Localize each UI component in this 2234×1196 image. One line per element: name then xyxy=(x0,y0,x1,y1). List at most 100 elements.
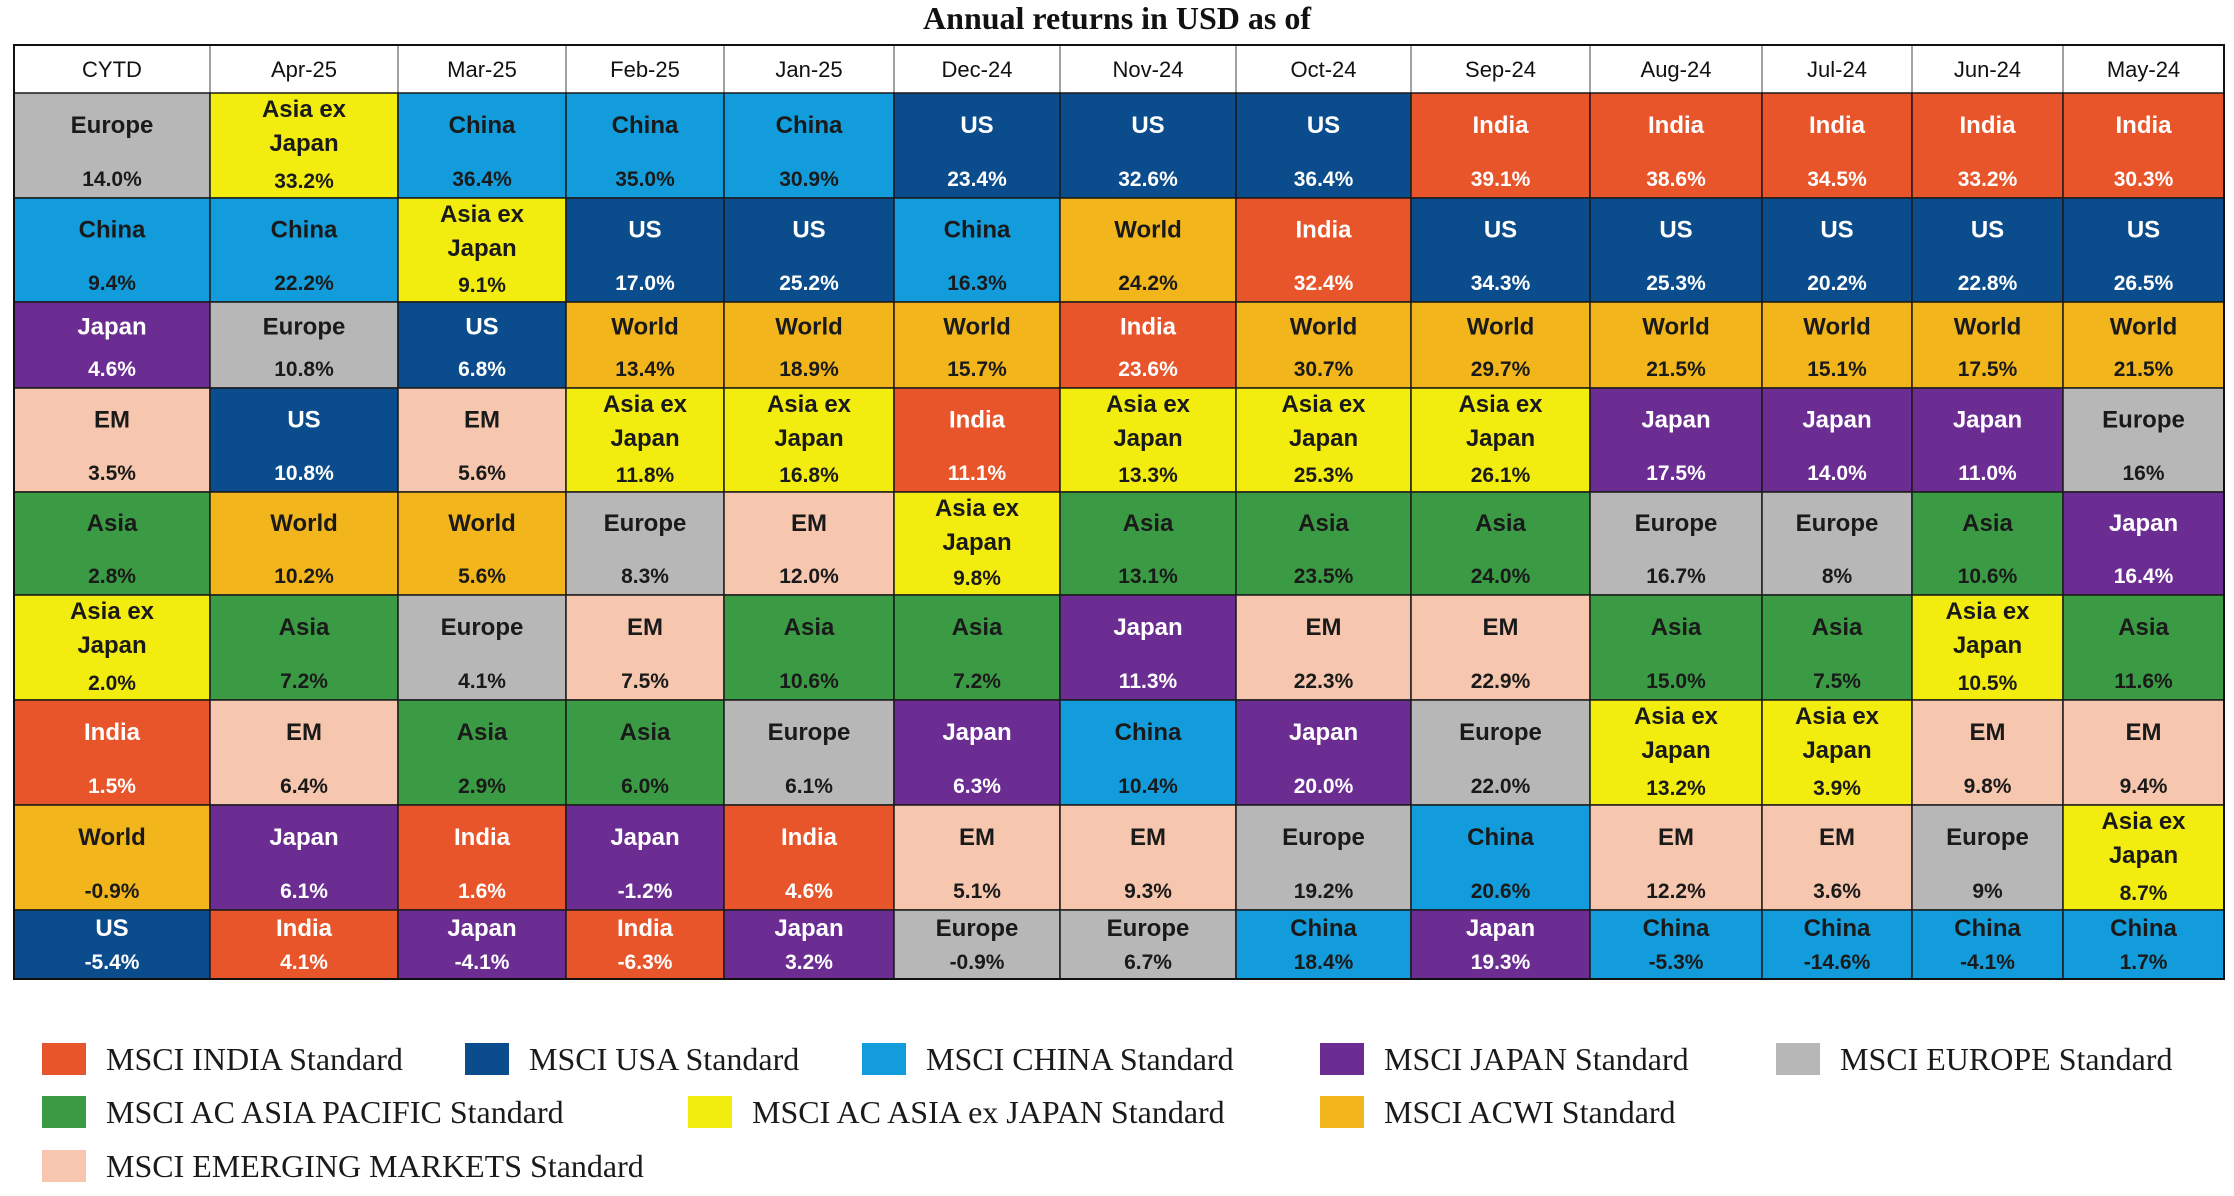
cell-return-value: 6.0% xyxy=(621,775,669,798)
cell-index-name: China xyxy=(2110,915,2177,942)
cell-return-value: 2.9% xyxy=(458,775,506,798)
legend-label: MSCI INDIA Standard xyxy=(106,1040,403,1077)
column-header-label: CYTD xyxy=(82,57,142,82)
cell-index-name: Japan xyxy=(942,719,1011,746)
cell-index-name: China xyxy=(1643,915,1710,942)
heatmap-cell xyxy=(893,491,1061,596)
chart-title: Annual returns in USD as of xyxy=(923,0,1311,36)
legend-item: MSCI EMERGING MARKETS Standard xyxy=(42,1147,644,1185)
cell-index-name: US xyxy=(1820,217,1853,244)
column-header-label: May-24 xyxy=(2107,57,2180,82)
cell-return-value: 7.2% xyxy=(280,670,328,693)
column-header-cell xyxy=(1235,44,1412,94)
cell-index-name: Asia ex Japan xyxy=(262,96,347,157)
legend-swatch xyxy=(688,1096,732,1128)
heatmap-cell xyxy=(1059,197,1237,303)
cell-return-value: 25.2% xyxy=(779,272,839,295)
heatmap-cell xyxy=(1761,491,1913,596)
cell-return-value: 13.4% xyxy=(615,358,675,381)
cell-index-name: Asia ex Japan xyxy=(1795,703,1880,764)
cell-return-value: 3.5% xyxy=(88,462,136,485)
cell-index-name: EM xyxy=(1658,824,1694,851)
cell-index-name: EM xyxy=(959,824,995,851)
cell-return-value: 11.3% xyxy=(1119,670,1178,693)
heatmap-cell xyxy=(1235,491,1412,596)
column-header-label: Feb-25 xyxy=(610,57,680,82)
cell-index-name: Japan xyxy=(1289,719,1358,746)
cell-return-value: 16.3% xyxy=(947,272,1007,295)
cell-return-value: 38.6% xyxy=(1646,168,1706,191)
cell-index-name: EM xyxy=(94,407,130,434)
cell-return-value: 9.3% xyxy=(1124,880,1172,903)
heatmap-cell xyxy=(893,804,1061,911)
heatmap-cell xyxy=(397,909,567,980)
cell-return-value: 11.1% xyxy=(948,462,1007,485)
heatmap-cell xyxy=(1911,491,2064,596)
legend-item: MSCI EUROPE Standard xyxy=(1776,1040,2172,1078)
legend-item: MSCI CHINA Standard xyxy=(862,1040,1234,1078)
cell-return-value: 33.2% xyxy=(1958,168,2018,191)
column-header-label: Sep-24 xyxy=(1465,57,1536,82)
cell-return-value: -4.1% xyxy=(1960,951,2015,974)
cell-return-value: 12.2% xyxy=(1646,880,1706,903)
cell-index-name: Asia ex Japan xyxy=(1106,391,1191,452)
cell-index-name: Asia xyxy=(279,614,330,641)
legend-label: MSCI EMERGING MARKETS Standard xyxy=(106,1147,644,1184)
heatmap-cell xyxy=(1059,301,1237,389)
heatmap-cell xyxy=(565,92,725,199)
cell-return-value: -0.9% xyxy=(950,951,1005,974)
cell-index-name: World xyxy=(1954,314,2022,341)
cell-return-value: -5.4% xyxy=(85,951,140,974)
cell-index-name: US xyxy=(1971,217,2004,244)
cell-index-name: Asia xyxy=(1962,510,2013,537)
cell-index-name: Japan xyxy=(1641,407,1710,434)
cell-index-name: Asia ex Japan xyxy=(603,391,688,452)
column-header-label: Apr-25 xyxy=(271,57,337,82)
cell-index-name: India xyxy=(1295,217,1352,244)
cell-index-name: World xyxy=(775,314,843,341)
table-border xyxy=(13,44,2225,980)
cell-return-value: 35.0% xyxy=(615,168,675,191)
cell-index-name: Japan xyxy=(1113,614,1182,641)
cell-index-name: China xyxy=(776,112,843,139)
cell-return-value: 13.2% xyxy=(1646,777,1706,800)
cell-index-name: US xyxy=(465,314,498,341)
cell-index-name: Asia xyxy=(87,510,138,537)
heatmap-cell xyxy=(893,387,1061,493)
cell-return-value: 17.5% xyxy=(1646,462,1706,485)
cell-return-value: 10.8% xyxy=(274,358,334,381)
cell-return-value: 2.0% xyxy=(88,672,136,695)
heatmap-cell xyxy=(723,92,895,199)
cell-index-name: Europe xyxy=(71,112,154,139)
cell-index-name: India xyxy=(949,407,1006,434)
heatmap-cell xyxy=(893,197,1061,303)
heatmap-cell xyxy=(13,301,211,389)
heatmap-cell xyxy=(723,909,895,980)
heatmap-cell xyxy=(397,92,567,199)
cell-index-name: EM xyxy=(627,614,663,641)
cell-return-value: 25.3% xyxy=(1646,272,1706,295)
cell-return-value: 3.2% xyxy=(785,951,833,974)
cell-return-value: 36.4% xyxy=(1294,168,1354,191)
heatmap-cell xyxy=(1410,387,1591,493)
cell-index-name: India xyxy=(617,915,674,942)
heatmap-cell xyxy=(13,92,211,199)
cell-return-value: 10.4% xyxy=(1118,775,1178,798)
heatmap-cell xyxy=(723,387,895,493)
cell-return-value: 2.8% xyxy=(88,565,136,588)
heatmap-cell xyxy=(1761,909,1913,980)
cell-return-value: 14.0% xyxy=(1807,462,1867,485)
cell-return-value: 30.9% xyxy=(779,168,839,191)
cell-index-name: China xyxy=(79,217,146,244)
heatmap-cell xyxy=(13,804,211,911)
column-header-label: Jan-25 xyxy=(775,57,842,82)
cell-return-value: 30.7% xyxy=(1294,358,1354,381)
heatmap-cell xyxy=(893,909,1061,980)
cell-index-name: World xyxy=(1290,314,1358,341)
cell-index-name: Japan xyxy=(774,915,843,942)
heatmap-cell xyxy=(397,594,567,701)
heatmap-cell xyxy=(209,594,399,701)
cell-index-name: Asia xyxy=(1651,614,1702,641)
heatmap-cell xyxy=(2062,804,2225,911)
heatmap-cell xyxy=(209,197,399,303)
